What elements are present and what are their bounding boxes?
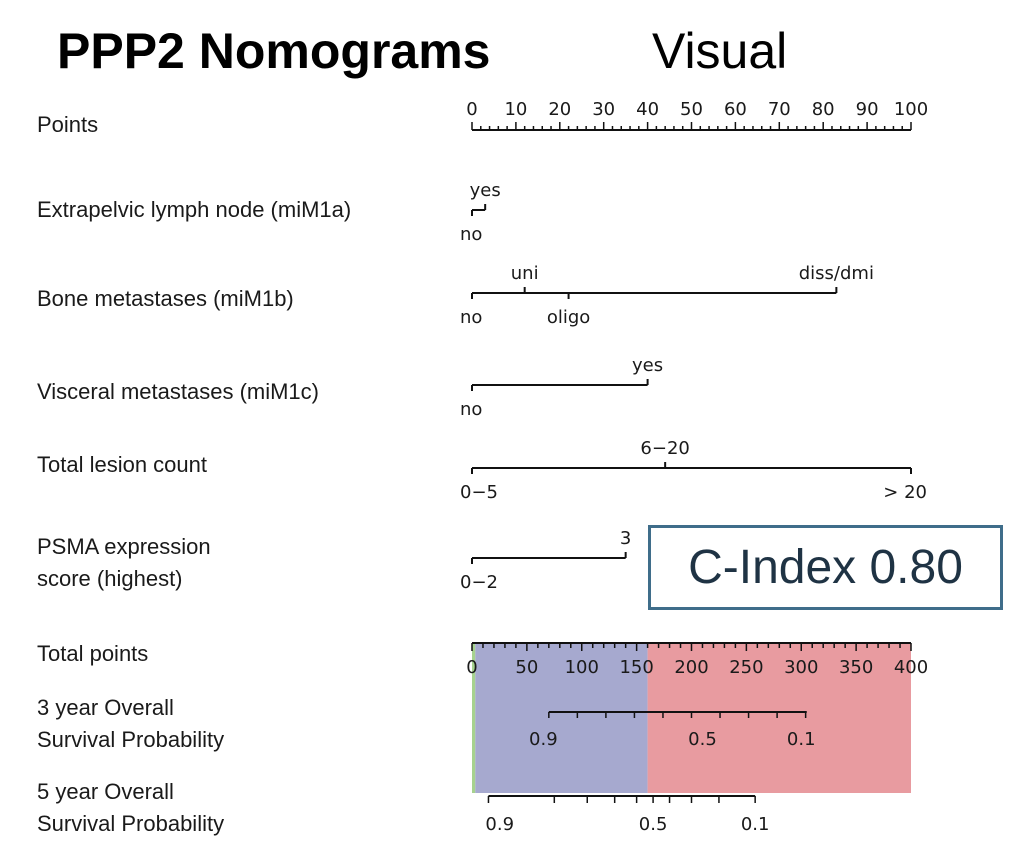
survival-3yr-label: 0.5 [688, 729, 717, 750]
predictor-level-label: no [460, 399, 482, 420]
predictor-level-label: yes [632, 355, 663, 376]
row-label-psma-line2: score (highest) [37, 566, 183, 591]
row-label-5yr-line1: 5 year Overall [37, 779, 174, 804]
survival-3yr-label: 0.9 [529, 729, 558, 750]
total-points-tick-label: 350 [839, 657, 873, 678]
row-label-visceral-metastases: Visceral metastases (miM1c) [37, 379, 319, 404]
total-points-tick-label: 200 [674, 657, 708, 678]
page-title: PPP2 Nomograms [57, 23, 491, 79]
predictor-level-label: 0−2 [460, 572, 498, 593]
total-points-tick-label: 250 [729, 657, 763, 678]
row-label-total-points: Total points [37, 641, 149, 666]
row-label-psma-line1: PSMA expression [37, 534, 211, 559]
predictor-level-label: diss/dmi [799, 263, 874, 284]
predictor-level-label: no [460, 224, 482, 245]
points-tick-label: 10 [504, 99, 527, 120]
predictor-level-label: yes [470, 180, 501, 201]
total-points-tick-label: 100 [565, 657, 599, 678]
row-label-3yr-line1: 3 year Overall [37, 695, 174, 720]
predictor-level-label: 0−5 [460, 482, 498, 503]
page-subtitle: Visual [652, 23, 788, 79]
points-tick-label: 80 [812, 99, 835, 120]
row-label-bone-metastases: Bone metastases (miM1b) [37, 286, 294, 311]
row-label-5yr-line2: Survival Probability [37, 811, 225, 836]
points-tick-label: 30 [592, 99, 615, 120]
risk-band-blue [475, 643, 648, 793]
row-label-lymph-node: Extrapelvic lymph node (miM1a) [37, 197, 352, 222]
survival-3yr-label: 0.1 [787, 729, 816, 750]
points-tick-label: 100 [894, 99, 928, 120]
points-tick-label: 90 [856, 99, 879, 120]
points-tick-label: 60 [724, 99, 747, 120]
risk-band-green [472, 643, 476, 793]
predictor-level-label: uni [511, 263, 539, 284]
predictor-level-label: > 20 [883, 482, 927, 503]
total-points-tick-label: 0 [466, 657, 477, 678]
survival-5yr-label: 0.5 [639, 814, 668, 835]
survival-5yr-label: 0.9 [485, 814, 514, 835]
total-points-tick-label: 400 [894, 657, 928, 678]
row-label-lesion-count: Total lesion count [37, 452, 207, 477]
total-points-tick-label: 300 [784, 657, 818, 678]
points-tick-label: 0 [466, 99, 477, 120]
points-tick-label: 50 [680, 99, 703, 120]
row-label-3yr-line2: Survival Probability [37, 727, 225, 752]
predictor-level-label: 6−20 [640, 438, 689, 459]
c-index-box: C-Index 0.80 [648, 525, 1003, 610]
points-tick-label: 70 [768, 99, 791, 120]
predictor-level-label: oligo [547, 307, 590, 328]
points-tick-label: 20 [548, 99, 571, 120]
total-points-tick-label: 50 [515, 657, 538, 678]
row-label-points: Points [37, 112, 99, 137]
survival-5yr-label: 0.1 [741, 814, 770, 835]
total-points-tick-label: 150 [619, 657, 653, 678]
predictor-level-label: 3 [620, 528, 631, 549]
points-tick-label: 40 [636, 99, 659, 120]
predictor-level-label: no [460, 307, 482, 328]
